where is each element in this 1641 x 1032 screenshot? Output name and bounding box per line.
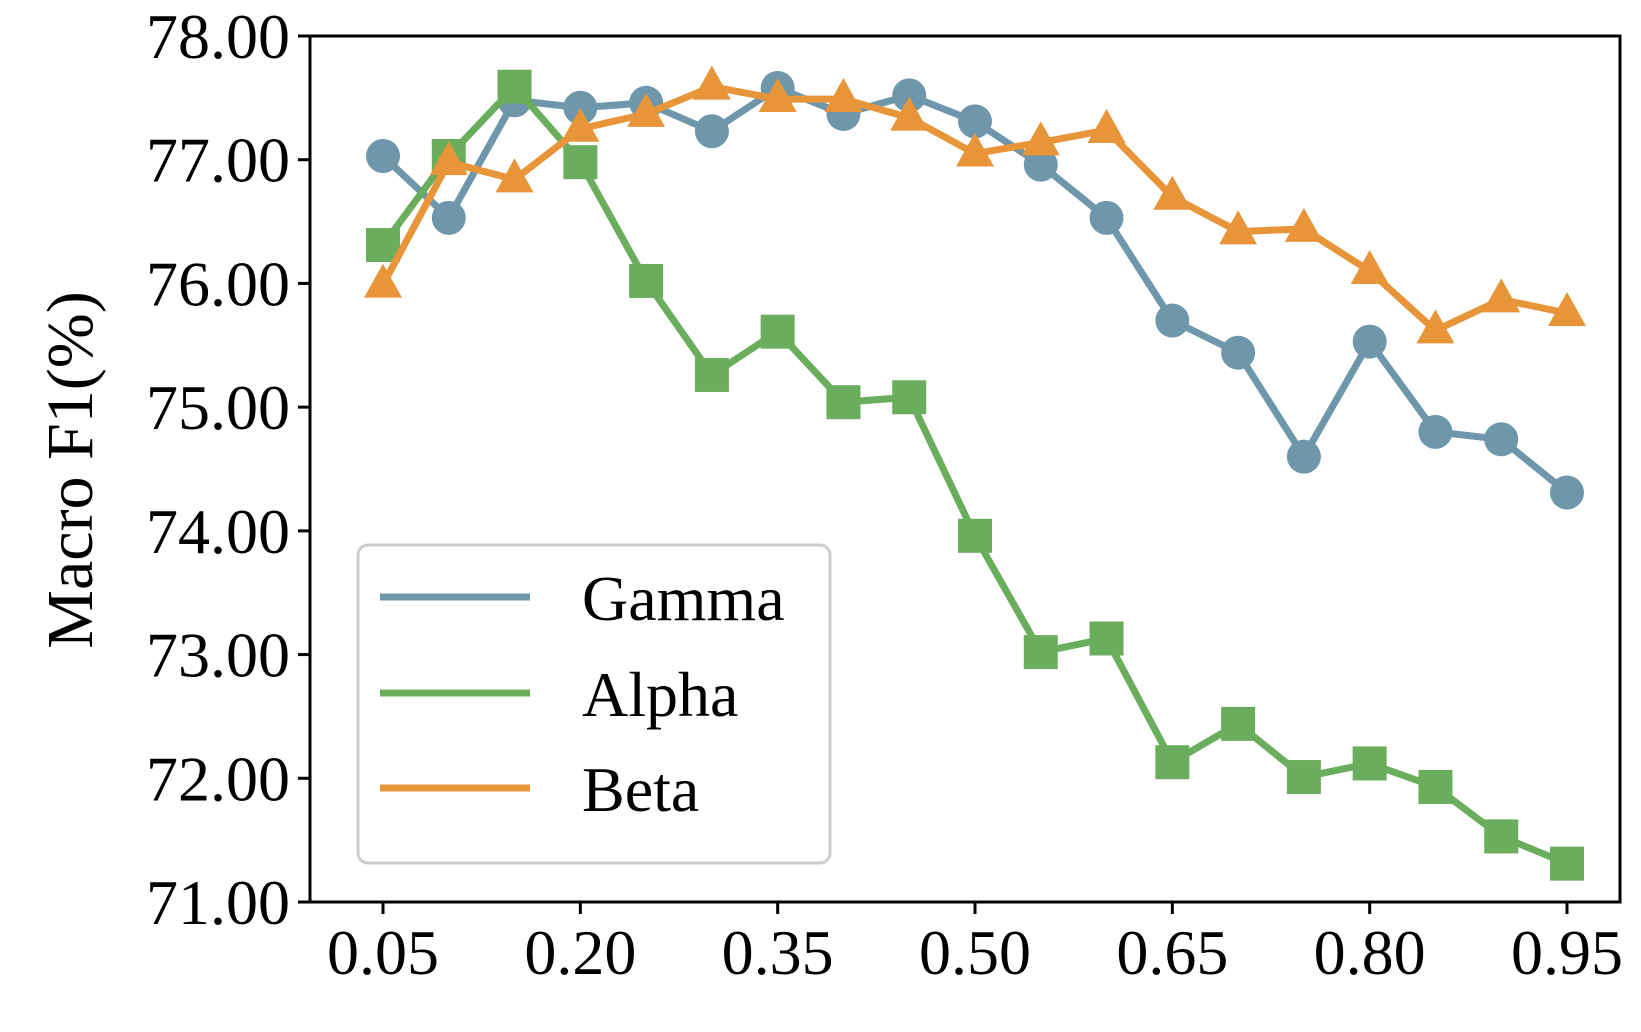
data-point (561, 107, 600, 142)
data-point (1484, 819, 1519, 854)
legend-label-beta: Beta (582, 754, 699, 825)
data-point (826, 385, 861, 420)
data-point (1153, 175, 1192, 210)
data-point (692, 65, 731, 100)
data-point (1284, 207, 1323, 242)
x-tick-label: 0.80 (1314, 917, 1426, 988)
series-alpha (366, 69, 1584, 881)
x-tick-label: 0.65 (1116, 917, 1228, 988)
data-point (1021, 121, 1060, 156)
data-point (1416, 309, 1455, 344)
data-point (1550, 475, 1584, 510)
data-point (497, 69, 532, 104)
data-point (694, 357, 729, 392)
y-tick-label: 73.00 (146, 620, 290, 691)
data-point (890, 96, 929, 131)
data-point (958, 104, 992, 139)
legend: Gamma Alpha Beta (356, 543, 832, 865)
data-point (1089, 621, 1124, 656)
data-point (364, 263, 402, 298)
data-point (824, 78, 863, 113)
y-tick-label: 78.00 (146, 1, 290, 72)
data-point (366, 139, 400, 174)
series-beta (364, 65, 1586, 344)
legend-label-gamma: Gamma (582, 563, 785, 634)
data-point (1286, 760, 1321, 795)
x-tick-label: 0.35 (722, 917, 834, 988)
data-point (429, 141, 468, 176)
data-point (495, 158, 534, 193)
data-point (1023, 635, 1058, 670)
data-point (627, 92, 666, 127)
y-tick-label: 72.00 (146, 743, 290, 814)
data-point (1286, 439, 1321, 474)
y-tick-label: 75.00 (146, 372, 290, 443)
data-point (1089, 200, 1124, 235)
data-point (1155, 745, 1190, 780)
data-point (760, 314, 795, 349)
y-tick-label: 76.00 (146, 248, 290, 319)
data-point (1155, 303, 1190, 338)
x-tick-label: 0.50 (919, 917, 1031, 988)
data-point (958, 518, 992, 553)
plot-frame (308, 34, 1622, 904)
data-point (758, 78, 797, 113)
data-point (431, 200, 466, 235)
data-point (694, 114, 729, 149)
data-point (1023, 147, 1058, 182)
data-point (892, 380, 927, 415)
data-point (892, 78, 927, 113)
data-point (1221, 335, 1256, 370)
x-tick-label: 0.05 (327, 917, 439, 988)
data-point (629, 263, 664, 298)
x-tick-label: 0.95 (1511, 917, 1623, 988)
data-point (1484, 422, 1519, 457)
data-point (1352, 746, 1387, 781)
data-point (956, 132, 994, 167)
y-axis-title: Macro F1(%) (34, 291, 107, 648)
y-tick-label: 77.00 (146, 125, 290, 196)
data-point (1087, 108, 1126, 143)
data-point (1482, 278, 1521, 313)
data-point (1221, 706, 1256, 741)
axis-ticks: 0.05 0.20 0.35 0.50 0.65 0.80 0.95 71.00 72.00 73… (146, 1, 1623, 988)
data-point (1418, 769, 1453, 804)
data-point (1350, 249, 1389, 284)
legend-box (356, 543, 832, 865)
data-point (563, 145, 598, 180)
data-point (1219, 210, 1258, 245)
data-point (1352, 324, 1387, 359)
x-tick-label: 0.20 (524, 917, 636, 988)
y-tick-label: 71.00 (146, 867, 290, 938)
legend-label-alpha: Alpha (582, 659, 738, 730)
data-point (1548, 292, 1586, 327)
data-point (1418, 414, 1453, 449)
data-point (1550, 846, 1584, 881)
series-layer (364, 65, 1586, 881)
y-tick-label: 74.00 (146, 496, 290, 567)
